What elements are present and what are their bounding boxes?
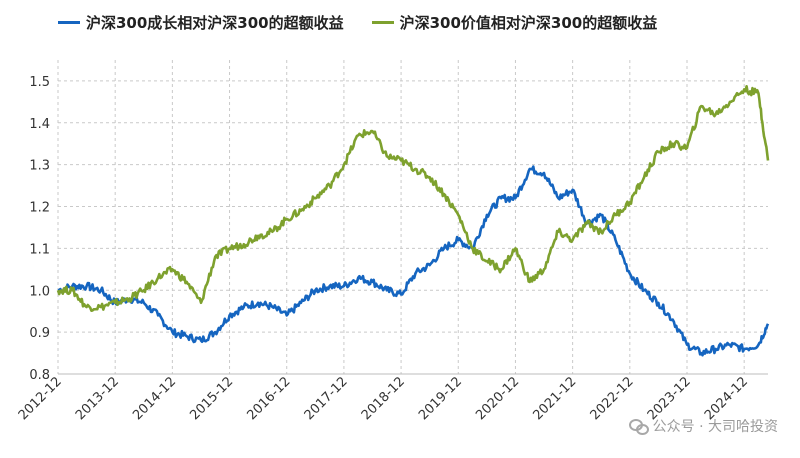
- y-tick-label: 0.9: [29, 326, 50, 341]
- watermark-text: 公众号 · 大司哈投资: [652, 419, 778, 435]
- series-line-growth: [57, 165, 770, 357]
- legend: 沪深300成长相对沪深300的超额收益 沪深300价值相对沪深300的超额收益: [58, 12, 657, 33]
- y-tick-label: 1.2: [29, 201, 50, 216]
- legend-swatch-growth: [58, 21, 80, 24]
- x-tick-label: 2016-12: [245, 374, 294, 423]
- x-tick-label: 2015-12: [187, 374, 236, 423]
- x-tick-label: 2018-12: [359, 374, 408, 423]
- legend-swatch-value: [371, 21, 394, 24]
- y-tick-label: 1.3: [29, 159, 50, 174]
- y-axis: 0.8 0.9 1.0 1.1 1.2 1.3 1.4 1.5: [29, 75, 50, 383]
- series-layer: [56, 85, 770, 357]
- series-line-value: [56, 85, 770, 312]
- x-tick-label: 2017-12: [302, 374, 351, 423]
- legend-label-value: 沪深300价值相对沪深300的超额收益: [399, 14, 658, 32]
- x-tick-label: 2019-12: [416, 374, 465, 423]
- legend-item-growth: 沪深300成长相对沪深300的超额收益: [58, 12, 344, 33]
- legend-label-growth: 沪深300成长相对沪深300的超额收益: [86, 14, 344, 32]
- x-tick-label: 2020-12: [473, 374, 522, 423]
- y-tick-label: 1.1: [29, 242, 50, 257]
- x-tick-label: 2014-12: [130, 374, 179, 423]
- wechat-icon: [628, 419, 649, 435]
- y-tick-label: 1.5: [29, 75, 50, 90]
- y-tick-label: 0.8: [29, 368, 50, 383]
- y-tick-label: 1.4: [29, 117, 50, 132]
- watermark: 公众号 · 大司哈投资: [628, 416, 778, 436]
- x-tick-label: 2013-12: [73, 374, 122, 423]
- y-tick-label: 1.0: [29, 284, 50, 299]
- x-tick-label: 2021-12: [530, 374, 579, 423]
- legend-item-value: 沪深300价值相对沪深300的超额收益: [371, 12, 658, 33]
